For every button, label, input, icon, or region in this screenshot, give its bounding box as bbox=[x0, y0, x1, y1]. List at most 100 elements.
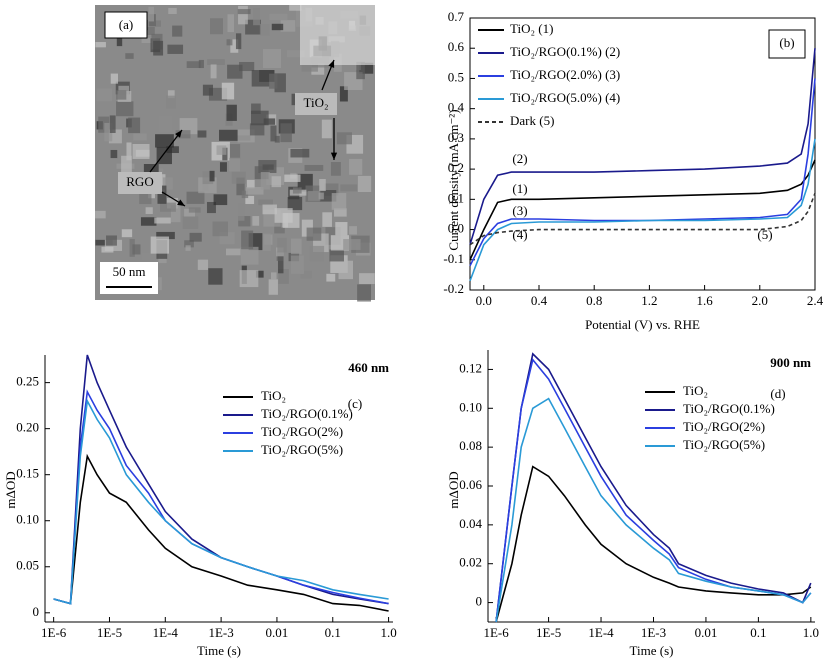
data-line bbox=[495, 465, 812, 623]
data-line bbox=[53, 354, 389, 605]
texture bbox=[95, 42, 106, 48]
texture bbox=[319, 178, 326, 192]
y-tick-label: 0.06 bbox=[459, 477, 482, 492]
texture bbox=[150, 236, 170, 254]
texture bbox=[142, 252, 158, 261]
x-tick-label: 0.01 bbox=[695, 625, 718, 640]
texture bbox=[349, 158, 363, 175]
texture bbox=[125, 53, 134, 59]
texture bbox=[277, 255, 284, 274]
texture bbox=[207, 59, 225, 65]
texture bbox=[309, 245, 325, 262]
texture bbox=[286, 50, 305, 58]
label-box bbox=[104, 11, 148, 39]
data-line bbox=[53, 398, 389, 605]
x-tick-label: 1E-3 bbox=[208, 625, 233, 640]
texture bbox=[153, 40, 164, 56]
y-tick-label: -0.2 bbox=[443, 281, 464, 296]
texture bbox=[238, 203, 245, 221]
texture bbox=[347, 91, 354, 107]
annotation-bg bbox=[118, 172, 162, 194]
texture bbox=[172, 25, 183, 37]
texture bbox=[329, 249, 344, 262]
texture bbox=[226, 104, 237, 121]
y-tick-label: 0.5 bbox=[448, 69, 464, 84]
curve-label: (1) bbox=[512, 181, 527, 196]
texture bbox=[159, 174, 166, 192]
y-tick-label: 0 bbox=[33, 604, 40, 619]
y-tick-label: 0.6 bbox=[448, 39, 465, 54]
texture bbox=[95, 239, 113, 246]
texture bbox=[271, 176, 282, 188]
texture bbox=[278, 269, 289, 284]
texture bbox=[198, 59, 204, 69]
texture bbox=[230, 39, 239, 53]
texture bbox=[287, 196, 303, 211]
texture bbox=[126, 142, 132, 161]
legend-label: TiO₂/RGO(2.0%) (3) bbox=[510, 67, 620, 82]
arrow-head bbox=[175, 130, 182, 138]
legend-label: TiO₂/RGO(5.0%) (4) bbox=[510, 90, 620, 105]
texture bbox=[229, 157, 241, 172]
texture bbox=[209, 170, 215, 182]
y-tick-label: 0.10 bbox=[459, 399, 482, 414]
texture bbox=[148, 6, 155, 22]
texture bbox=[343, 239, 361, 250]
texture bbox=[189, 232, 202, 242]
texture bbox=[274, 73, 286, 93]
x-axis-label: Time (s) bbox=[197, 643, 241, 658]
x-tick-label: 0.1 bbox=[750, 625, 766, 640]
texture bbox=[227, 14, 235, 33]
texture bbox=[110, 73, 119, 84]
texture bbox=[116, 101, 134, 117]
texture bbox=[104, 122, 113, 142]
texture bbox=[159, 115, 173, 133]
texture bbox=[202, 84, 213, 96]
texture bbox=[319, 190, 337, 202]
texture bbox=[225, 248, 241, 256]
texture bbox=[155, 20, 161, 27]
texture bbox=[121, 229, 133, 238]
texture bbox=[349, 226, 357, 235]
texture bbox=[210, 18, 223, 35]
x-tick-label: 0.01 bbox=[266, 625, 289, 640]
texture bbox=[197, 130, 207, 138]
texture bbox=[167, 90, 175, 99]
texture bbox=[186, 191, 205, 204]
curve-label: (3) bbox=[512, 203, 527, 218]
texture bbox=[290, 238, 302, 255]
y-tick-label: -0.1 bbox=[443, 251, 464, 266]
texture bbox=[227, 64, 243, 79]
data-line bbox=[495, 357, 812, 623]
legend-label: TiO₂ bbox=[683, 383, 708, 398]
x-tick-label: 1.6 bbox=[696, 293, 713, 308]
annotation: TiO₂ bbox=[303, 95, 328, 110]
arrow-head bbox=[177, 199, 185, 206]
panel-label: (b) bbox=[779, 35, 794, 50]
texture bbox=[280, 123, 292, 143]
data-line bbox=[495, 352, 812, 623]
y-tick-label: 0.1 bbox=[448, 190, 464, 205]
scale-bar-bg bbox=[100, 262, 158, 294]
texture bbox=[216, 145, 227, 155]
texture bbox=[184, 240, 194, 248]
texture bbox=[334, 208, 347, 217]
curve-label: (2) bbox=[512, 151, 527, 166]
texture bbox=[95, 210, 106, 219]
texture bbox=[221, 82, 235, 100]
texture bbox=[206, 201, 216, 214]
texture bbox=[240, 246, 259, 265]
arrow-head bbox=[328, 60, 335, 68]
texture bbox=[160, 202, 176, 212]
arrow-head bbox=[330, 152, 338, 160]
texture bbox=[262, 204, 277, 215]
texture bbox=[326, 273, 336, 282]
texture bbox=[339, 86, 348, 102]
texture bbox=[330, 162, 341, 176]
texture bbox=[170, 205, 181, 223]
data-line bbox=[495, 397, 812, 623]
legend-label: TiO₂/RGO(0.1%) bbox=[261, 406, 353, 421]
legend-label: TiO₂/RGO(5%) bbox=[261, 442, 343, 457]
data-line bbox=[469, 159, 816, 261]
texture bbox=[340, 184, 358, 192]
